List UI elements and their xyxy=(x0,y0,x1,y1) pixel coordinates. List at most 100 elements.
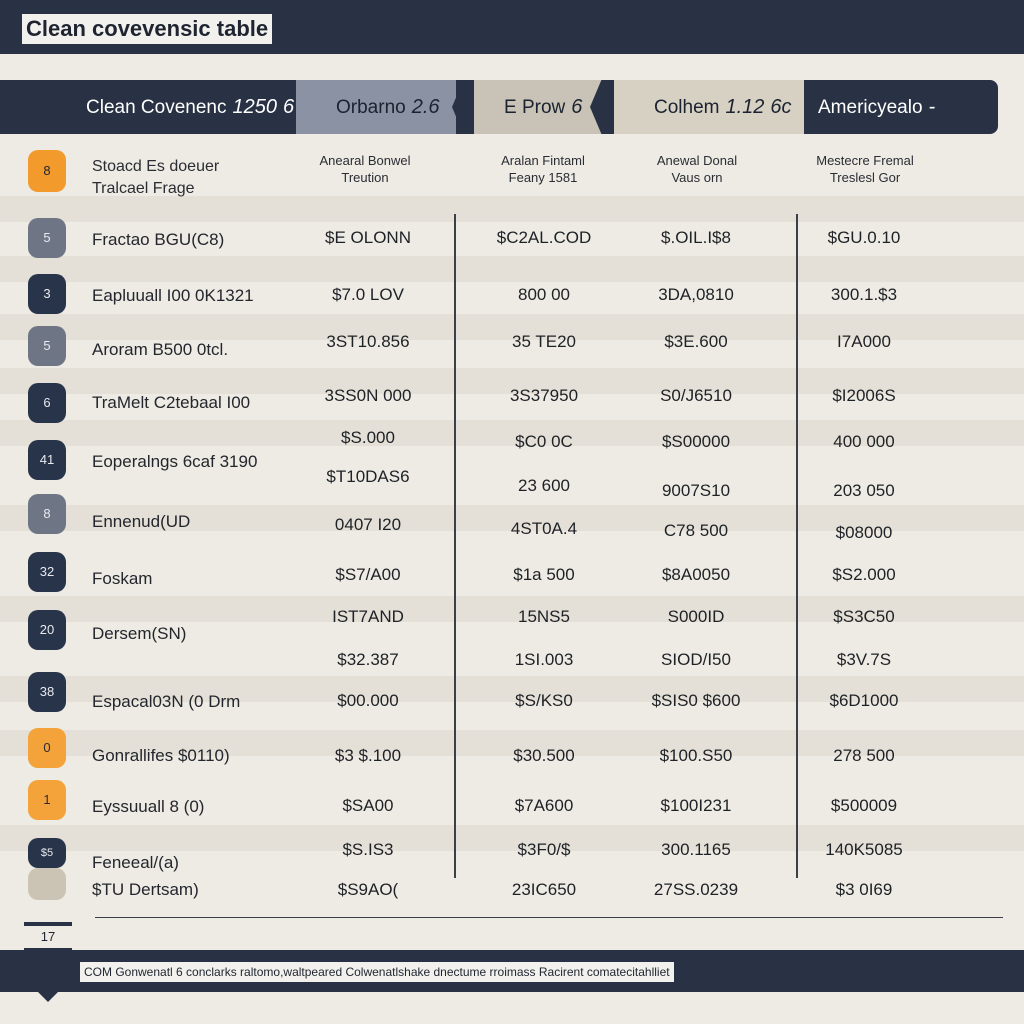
table-cell: $S9AO( xyxy=(337,880,399,899)
column-header[interactable]: Anewal Donal Vaus orn xyxy=(622,152,772,186)
tab-clean-covenenc[interactable]: Clean Covenenc 1250 6 xyxy=(86,80,296,134)
header-line: Treslesl Gor xyxy=(829,170,901,185)
row-band xyxy=(0,730,1024,756)
page-number: 17 xyxy=(24,926,72,948)
table-cell: $C0 0C xyxy=(515,432,573,451)
row-badge: 38 xyxy=(28,672,66,712)
table-cell: 3S37950 xyxy=(509,386,579,405)
table-cell: 3SS0N 000 xyxy=(324,386,412,405)
row-band xyxy=(0,676,1024,702)
row-label: TraMelt C2tebaal I00 xyxy=(92,393,251,412)
header-line: Stoacd Es doeuer xyxy=(92,158,220,175)
tab-number: 6 xyxy=(571,96,583,118)
header-line: Anearal Bonwel xyxy=(319,153,411,168)
row-badge: 32 xyxy=(28,552,66,592)
row-label: Eoperalngs 6caf 3190 xyxy=(92,452,258,471)
table-cell: $8A0050 xyxy=(661,565,731,584)
tab-colhem[interactable]: Colhem 1.12 6c xyxy=(614,80,804,134)
table-cell: $3E.600 xyxy=(664,332,728,351)
column-header[interactable]: Anearal Bonwel Treution xyxy=(290,152,440,186)
table-cell: S0/J6510 xyxy=(660,386,732,405)
header-badge: 8 xyxy=(28,150,66,192)
row-badge xyxy=(28,868,66,900)
tab-orbarno[interactable]: Orbarno 2.6 xyxy=(296,80,456,134)
table-cell: IST7AND xyxy=(332,607,404,626)
header-line: Vaus orn xyxy=(671,170,723,185)
row-label: $TU Dertsam) xyxy=(92,880,199,899)
table-bottom-rule xyxy=(95,917,1003,918)
table-cell: $3 $.100 xyxy=(334,746,402,765)
row-badge: 1 xyxy=(28,780,66,820)
row-band xyxy=(0,256,1024,282)
table-cell: $1a 500 xyxy=(513,565,575,584)
row-band xyxy=(0,368,1024,394)
table-cell: $.OIL.I$8 xyxy=(661,228,731,247)
table-cell: 300.1.$3 xyxy=(830,285,898,304)
tab-label: E Prow xyxy=(504,97,566,118)
table-cell: $S00000 xyxy=(661,432,731,451)
table-cell: $100.S50 xyxy=(659,746,733,765)
table-cell: S000ID xyxy=(667,607,725,626)
header-line: Anewal Donal xyxy=(656,153,738,168)
table-cell: 27SS.0239 xyxy=(653,880,739,899)
row-label: Espacal03N (0 Drm xyxy=(92,692,241,711)
table-cell: C78 500 xyxy=(663,521,729,540)
tab-extra: 6 xyxy=(282,96,295,118)
column-header[interactable]: Aralan Fintaml Feany 1581 xyxy=(468,152,618,186)
row-label: Gonrallifes $0110) xyxy=(92,746,230,765)
tab-americyealo[interactable]: Americyealo - xyxy=(818,80,988,134)
table-cell: 1SI.003 xyxy=(514,650,574,669)
column-header[interactable]: Mestecre Fremal Treslesl Gor xyxy=(790,152,940,186)
tab-number: - xyxy=(928,96,936,118)
row-badge: $5 xyxy=(28,838,66,868)
header-line: Mestecre Fremal xyxy=(816,153,914,168)
table-cell: $S2.000 xyxy=(832,565,896,584)
table-cell: $30.500 xyxy=(513,746,575,765)
header-line: Feany 1581 xyxy=(508,170,578,185)
table-cell: 278 500 xyxy=(833,746,895,765)
row-band xyxy=(0,596,1024,622)
table-cell: 140K5085 xyxy=(825,840,903,859)
table-cell: $SA00 xyxy=(342,796,394,815)
table-cell: $S3C50 xyxy=(833,607,895,626)
header-line: Tralcael Frage xyxy=(92,180,195,197)
row-label: Aroram B500 0tcl. xyxy=(92,340,229,359)
table-cell: $SIS0 $600 xyxy=(651,691,741,710)
row-label: Feneeal/(a) xyxy=(92,853,179,872)
row-badge: 20 xyxy=(28,610,66,650)
table-cell: $32.387 xyxy=(337,650,399,669)
label-column-header: Stoacd Es doeuer Tralcael Frage xyxy=(92,156,219,200)
table-cell: $S/KS0 xyxy=(515,691,573,710)
header-line: Treution xyxy=(341,170,389,185)
table-cell: $7.0 LOV xyxy=(332,285,404,304)
table-cell: $6D1000 xyxy=(829,691,899,710)
app-title: Clean covevensic table xyxy=(22,14,273,44)
row-badge: 3 xyxy=(28,274,66,314)
table-cell: 203 050 xyxy=(833,481,895,500)
table-cell: 3ST10.856 xyxy=(326,332,410,351)
tab-number: 2.6 xyxy=(411,96,440,118)
table-cell: SIOD/I50 xyxy=(661,650,731,669)
row-label: Foskam xyxy=(92,569,153,588)
table-cell: $3 0I69 xyxy=(835,880,893,899)
row-band xyxy=(0,825,1024,851)
row-label: Eyssuuall 8 (0) xyxy=(92,797,205,816)
row-band xyxy=(0,505,1024,531)
table-cell: $GU.0.10 xyxy=(827,228,901,247)
table-cell: 4ST0A.4 xyxy=(510,519,578,538)
table-cell: 800 00 xyxy=(518,285,570,304)
row-band xyxy=(0,196,1024,222)
table-cell: $08000 xyxy=(835,523,893,542)
table-cell: 23IC650 xyxy=(511,880,577,899)
tab-number: 1.12 xyxy=(725,96,765,118)
header-line: Aralan Fintaml xyxy=(501,153,585,168)
table-cell: $500009 xyxy=(830,796,898,815)
table-cell: $7A600 xyxy=(514,796,574,815)
table-cell: 0407 I20 xyxy=(334,515,402,534)
tab-label: Orbarno xyxy=(336,97,406,118)
column-divider xyxy=(796,214,798,878)
row-label: Eapluuall I00 0K1321 xyxy=(92,286,254,305)
table-cell: 3DA,0810 xyxy=(658,285,734,304)
table-cell: 300.1165 xyxy=(661,840,731,859)
row-badge: 6 xyxy=(28,383,66,423)
